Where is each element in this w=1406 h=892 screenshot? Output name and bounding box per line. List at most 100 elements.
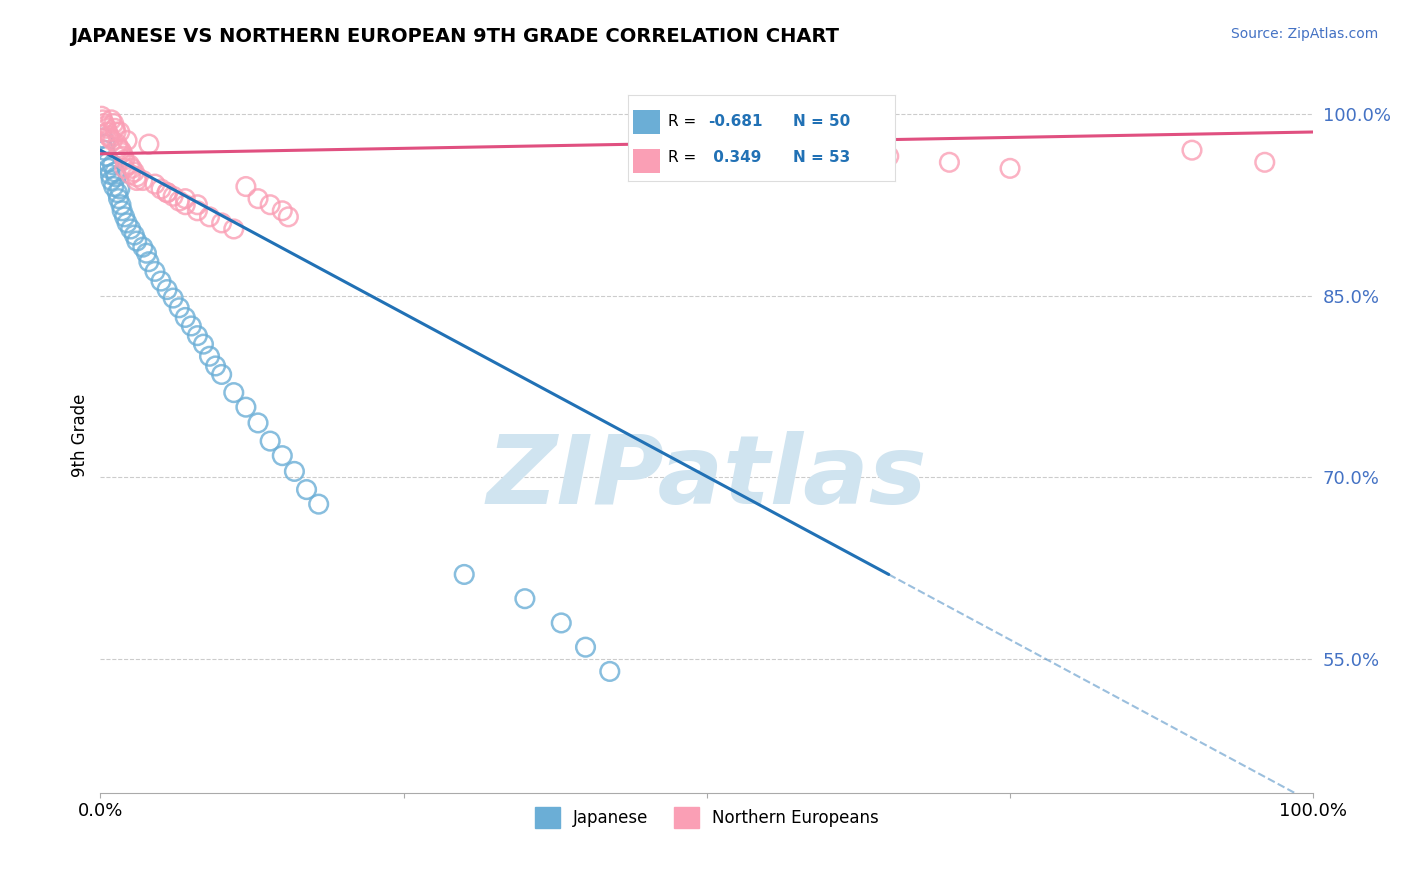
- Point: [235, 400, 257, 414]
- Point: [198, 349, 221, 363]
- Point: [112, 149, 135, 163]
- Point: [550, 615, 572, 630]
- Point: [125, 234, 148, 248]
- Point: [143, 177, 166, 191]
- Point: [513, 591, 536, 606]
- Point: [143, 264, 166, 278]
- Point: [271, 203, 294, 218]
- Point: [156, 186, 179, 200]
- Point: [107, 141, 129, 155]
- Point: [135, 246, 157, 260]
- Point: [204, 359, 226, 373]
- Point: [124, 165, 146, 179]
- Point: [100, 173, 122, 187]
- Point: [259, 198, 281, 212]
- Point: [118, 158, 141, 172]
- Point: [162, 291, 184, 305]
- Point: [110, 143, 132, 157]
- Point: [97, 155, 120, 169]
- Point: [111, 203, 134, 218]
- Point: [156, 283, 179, 297]
- Point: [96, 121, 118, 136]
- Point: [115, 133, 138, 147]
- Point: [186, 203, 208, 218]
- Point: [98, 168, 121, 182]
- Point: [247, 192, 270, 206]
- Legend: Japanese, Northern Europeans: Japanese, Northern Europeans: [529, 801, 886, 834]
- Point: [150, 274, 173, 288]
- Point: [162, 189, 184, 203]
- Point: [574, 640, 596, 655]
- Point: [211, 368, 233, 382]
- Point: [222, 222, 245, 236]
- Text: Source: ZipAtlas.com: Source: ZipAtlas.com: [1230, 27, 1378, 41]
- Point: [114, 161, 136, 176]
- Point: [124, 227, 146, 242]
- Point: [198, 210, 221, 224]
- Point: [105, 137, 128, 152]
- Point: [211, 216, 233, 230]
- Point: [114, 210, 136, 224]
- Point: [115, 216, 138, 230]
- Point: [96, 149, 118, 163]
- Point: [271, 449, 294, 463]
- Point: [998, 161, 1021, 176]
- Point: [174, 192, 197, 206]
- Point: [107, 192, 129, 206]
- Point: [277, 210, 299, 224]
- Point: [97, 125, 120, 139]
- Point: [93, 116, 115, 130]
- Point: [103, 179, 125, 194]
- Point: [91, 131, 114, 145]
- Point: [1181, 143, 1204, 157]
- Point: [91, 112, 114, 127]
- Point: [174, 310, 197, 325]
- Point: [98, 131, 121, 145]
- Point: [94, 119, 117, 133]
- Point: [877, 149, 900, 163]
- Point: [104, 121, 127, 136]
- Point: [156, 186, 179, 200]
- Point: [193, 337, 215, 351]
- Point: [94, 137, 117, 152]
- Point: [132, 240, 155, 254]
- Point: [101, 133, 124, 147]
- Point: [100, 112, 122, 127]
- Point: [121, 161, 143, 176]
- Point: [101, 158, 124, 172]
- Point: [93, 143, 115, 157]
- Point: [938, 155, 960, 169]
- Point: [125, 169, 148, 184]
- Point: [138, 137, 160, 152]
- Point: [120, 168, 142, 182]
- Y-axis label: 9th Grade: 9th Grade: [72, 393, 89, 476]
- Point: [180, 318, 202, 333]
- Point: [453, 567, 475, 582]
- Text: JAPANESE VS NORTHERN EUROPEAN 9TH GRADE CORRELATION CHART: JAPANESE VS NORTHERN EUROPEAN 9TH GRADE …: [70, 27, 839, 45]
- Point: [167, 194, 190, 208]
- Point: [167, 301, 190, 315]
- Point: [90, 109, 112, 123]
- Point: [599, 665, 621, 679]
- Point: [132, 173, 155, 187]
- Point: [222, 385, 245, 400]
- Point: [105, 169, 128, 184]
- Point: [114, 153, 136, 167]
- Text: ZIPatlas: ZIPatlas: [486, 432, 927, 524]
- Point: [108, 125, 131, 139]
- Point: [120, 222, 142, 236]
- Point: [110, 198, 132, 212]
- Point: [104, 165, 127, 179]
- Point: [235, 179, 257, 194]
- Point: [138, 254, 160, 268]
- Point: [1254, 155, 1277, 169]
- Point: [186, 328, 208, 343]
- Point: [283, 464, 305, 478]
- Point: [108, 182, 131, 196]
- Point: [247, 416, 270, 430]
- Point: [105, 125, 128, 139]
- Point: [308, 497, 330, 511]
- Point: [150, 182, 173, 196]
- Point: [111, 145, 134, 160]
- Point: [105, 186, 128, 200]
